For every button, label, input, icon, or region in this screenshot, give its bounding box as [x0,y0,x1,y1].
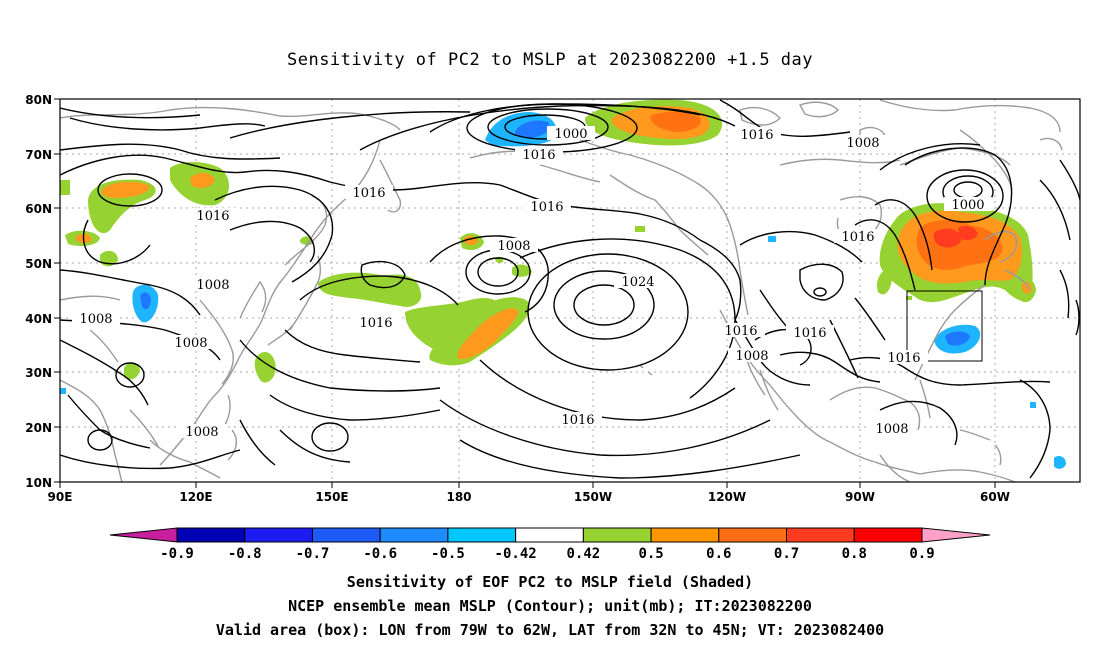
lon-tick-label: 120E [179,490,212,504]
coastlines [60,99,1063,482]
colorbar-swatch [311,527,381,543]
colorbar-arrow-high [921,527,991,543]
lon-tick-label: 60W [980,490,1010,504]
colorbar-tick-label: 0.8 [842,546,867,562]
colorbar-tick-label: -0.7 [296,546,330,562]
lat-tick-label: 20N [25,421,52,435]
lon-tick-label: 90E [48,490,73,504]
lat-axis [54,98,60,483]
contour-labels: 1000 1016 1016 1008 1016 1016 1008 1016 … [72,126,992,440]
lat-tick-label: 50N [25,257,52,271]
contour-label: 1024 [621,275,654,290]
contour-label: 1000 [554,127,587,142]
colorbar-tick-label: -0.5 [431,546,465,562]
colorbar-swatch [786,527,855,543]
colorbar-swatch [582,527,652,543]
contour-label: 1008 [196,278,229,293]
contour-label: 1016 [530,200,563,215]
contour-label: 1016 [359,316,392,331]
colorbar-labels: -0.9 -0.8 -0.7 -0.6 -0.5 -0.42 0.42 0.5 0.6 0.7 0.… [160,546,935,562]
contour-label: 1008 [174,336,207,351]
lon-tick-label: 180 [446,490,471,504]
colorbar-tick-label: 0.42 [567,546,601,562]
caption-shading: Sensitivity of EOF PC2 to MSLP field (Sh… [346,573,754,591]
contour-label: 1008 [846,136,879,151]
contour-label: 1008 [185,425,218,440]
lat-tick-label: 10N [25,476,52,490]
lat-tick-label: 70N [25,148,52,162]
lat-tick-label: 40N [25,312,52,326]
colorbar-tick-label: 0.6 [706,546,731,562]
valid-area-box [906,290,983,362]
colorbar-swatch [650,527,720,543]
lat-tick-label: 30N [25,366,52,380]
sensitivity-shading [60,99,1066,469]
colorbar-swatch [379,527,449,543]
colorbar-tick-label: -0.8 [228,546,262,562]
colorbar-tick-label: -0.6 [363,546,397,562]
colorbar-swatch [853,527,923,543]
contour-label: 1016 [561,413,594,428]
contour-label: 1016 [841,230,874,245]
lon-tick-label: 150W [574,490,612,504]
caption-valid-area: Valid area (box): LON from 79W to 62W, L… [215,621,885,639]
contour-label: 1008 [735,349,768,364]
contour-label: 1008 [497,239,530,254]
lon-tick-label: 120W [708,490,746,504]
colorbar-swatch [244,527,313,543]
colorbar [109,527,991,543]
lon-axis [59,482,996,488]
caption-contour: NCEP ensemble mean MSLP (Contour); unit(… [288,597,812,615]
colorbar-arrow-low [109,527,178,543]
lat-tick-label: 80N [25,93,52,107]
contour-label: 1000 [951,198,984,213]
contour-label: 1016 [352,186,385,201]
colorbar-swatch [176,527,246,543]
contour-label: 1016 [724,324,757,339]
colorbar-tick-label: 0.7 [774,546,799,562]
colorbar-swatch [447,527,517,543]
colorbar-tick-label: 0.9 [909,546,934,562]
colorbar-tick-label: -0.42 [495,546,537,562]
lon-tick-label: 150E [315,490,348,504]
colorbar-swatch [515,527,584,543]
map-title: Sensitivity of PC2 to MSLP at 2023082200… [286,50,813,70]
lon-tick-label: 90W [845,490,875,504]
colorbar-tick-label: -0.9 [160,546,194,562]
contour-label: 1016 [522,148,555,163]
lat-tick-label: 60N [25,202,52,216]
contour-label: 1016 [196,209,229,224]
contour-label: 1016 [740,128,773,143]
contour-label: 1016 [887,351,920,366]
colorbar-swatch [718,527,788,543]
contour-label: 1008 [79,312,112,327]
contour-label: 1008 [875,422,908,437]
map-frame [59,98,1081,483]
contour-label: 1016 [793,326,826,341]
colorbar-tick-label: 0.5 [638,546,663,562]
